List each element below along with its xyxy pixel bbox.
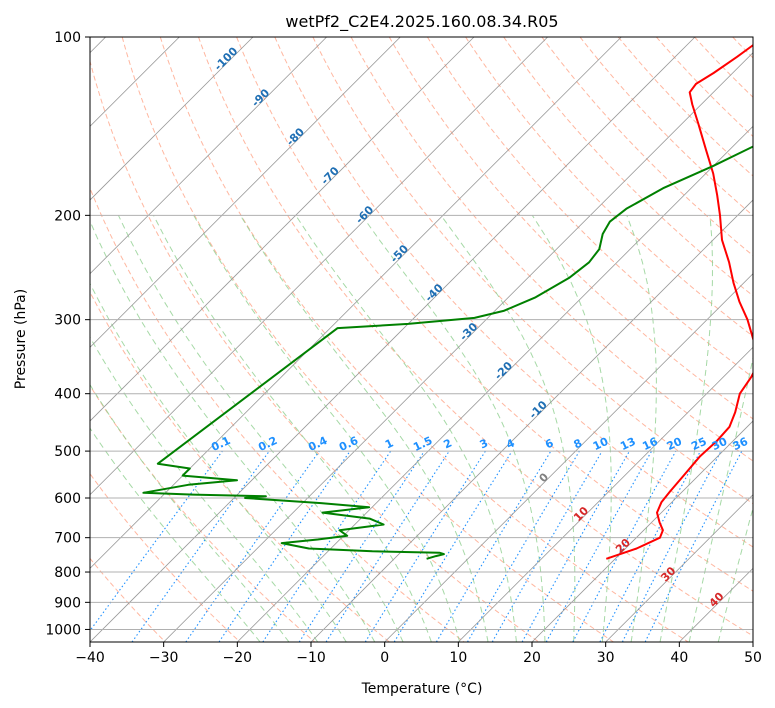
x-axis-ticks: −40 −30 −20 −10 0 10 20 30 40 50 [75,642,762,666]
isotherm [90,37,327,275]
dry-adiabat [90,59,540,642]
isotherm [310,199,753,642]
sounding-series [142,43,753,560]
dry-adiabat [541,37,753,257]
y-axis-label: Pressure (hPa) [13,289,29,389]
mixing-ratio-line [521,450,630,642]
moist-adiabat [117,215,404,642]
x-tick-label: 0 [380,650,389,666]
x-tick-label: 30 [597,650,615,666]
mixing-ratio-line [644,450,743,642]
y-tick-label: 1000 [45,622,81,638]
y-tick-label: 500 [54,444,81,460]
isotherm [90,37,401,348]
x-tick-label: 10 [449,650,467,666]
plot-frame [89,36,754,643]
temperature-line [605,43,753,560]
dry-adiabat [121,37,614,642]
dewpoint-line [142,145,753,560]
moist-adiabat [90,282,347,642]
mixing-ratio-line [572,450,677,642]
pressure-gridlines [90,37,753,630]
y-tick-label: 300 [54,313,81,329]
chart-title: wetPf2_C2E4.2025.160.08.34.R05 [285,12,558,32]
dry-adiabat [90,472,241,642]
dry-adiabat [90,291,390,642]
x-tick-label: 40 [670,650,688,666]
moist-adiabat [193,215,461,642]
isotherm [458,346,753,642]
dry-adiabat [159,37,689,642]
isotherm [90,37,696,642]
dry-adiabat [90,186,465,642]
mixing-ratio-label: 30 [710,435,730,453]
isotherm [163,52,753,642]
y-tick-label: 900 [54,595,81,611]
mixing-ratio-line [325,450,450,642]
x-tick-label: −30 [149,650,179,666]
background-lines [90,37,753,642]
isotherm [90,37,254,201]
mixing-ratio-line [545,450,653,642]
isotherm [384,273,753,642]
isotherm [90,37,548,496]
y-tick-label: 400 [54,387,81,403]
x-tick-label: 50 [744,650,762,666]
dry-adiabat [388,37,753,420]
mixing-ratio-line [393,450,513,642]
isotherm [531,420,753,642]
mixing-ratio-label: 13 [618,435,637,453]
isotherm [605,494,753,642]
y-tick-label: 100 [54,30,81,46]
mixing-ratio-line [298,450,425,642]
dry-adiabat [312,37,753,505]
mixing-ratio-line [218,450,351,642]
dry-adiabat [617,37,753,177]
x-tick-label: −20 [223,650,253,666]
moist-adiabat [361,215,546,642]
mixing-ratio-line [90,450,223,632]
mixing-ratio-line [131,450,270,642]
y-tick-label: 200 [54,208,81,224]
dry-adiabat [426,37,753,378]
moist-adiabat [440,215,576,642]
x-axis-label: Temperature (°C) [361,681,483,697]
mixing-ratio-label: 20 [665,435,685,453]
dry-adiabat [90,384,316,642]
y-axis-ticks: 100 200 300 400 500 600 700 800 900 1000 [45,30,90,638]
x-tick-label: −10 [296,650,326,666]
mixing-ratio-line [262,450,392,642]
dry-adiabat [503,37,753,297]
moist-adiabat [295,215,517,642]
mixing-ratio-line [185,450,320,642]
y-tick-label: 700 [54,531,81,547]
mixing-ratio-label: 16 [640,435,660,453]
moist-adiabat [90,383,290,642]
moist-adiabat [90,336,319,642]
x-tick-label: −40 [75,650,105,666]
isotherm [90,37,475,422]
moist-adiabat [239,215,489,642]
moist-adiabat [90,427,261,642]
x-tick-label: 20 [523,650,541,666]
mixing-ratio-label: 25 [689,435,708,453]
moist-adiabat [626,215,657,642]
y-tick-label: 800 [54,565,81,581]
moist-adiabat [90,219,376,642]
isotherm [90,37,622,569]
isotherm [237,125,753,642]
y-tick-label: 600 [54,491,81,507]
mixing-ratio-label: 10 [591,435,611,453]
dry-adiabat [198,37,753,637]
moist-adiabat [659,215,714,642]
moist-adiabat [531,215,612,642]
mixing-ratio-label: 36 [731,435,751,453]
